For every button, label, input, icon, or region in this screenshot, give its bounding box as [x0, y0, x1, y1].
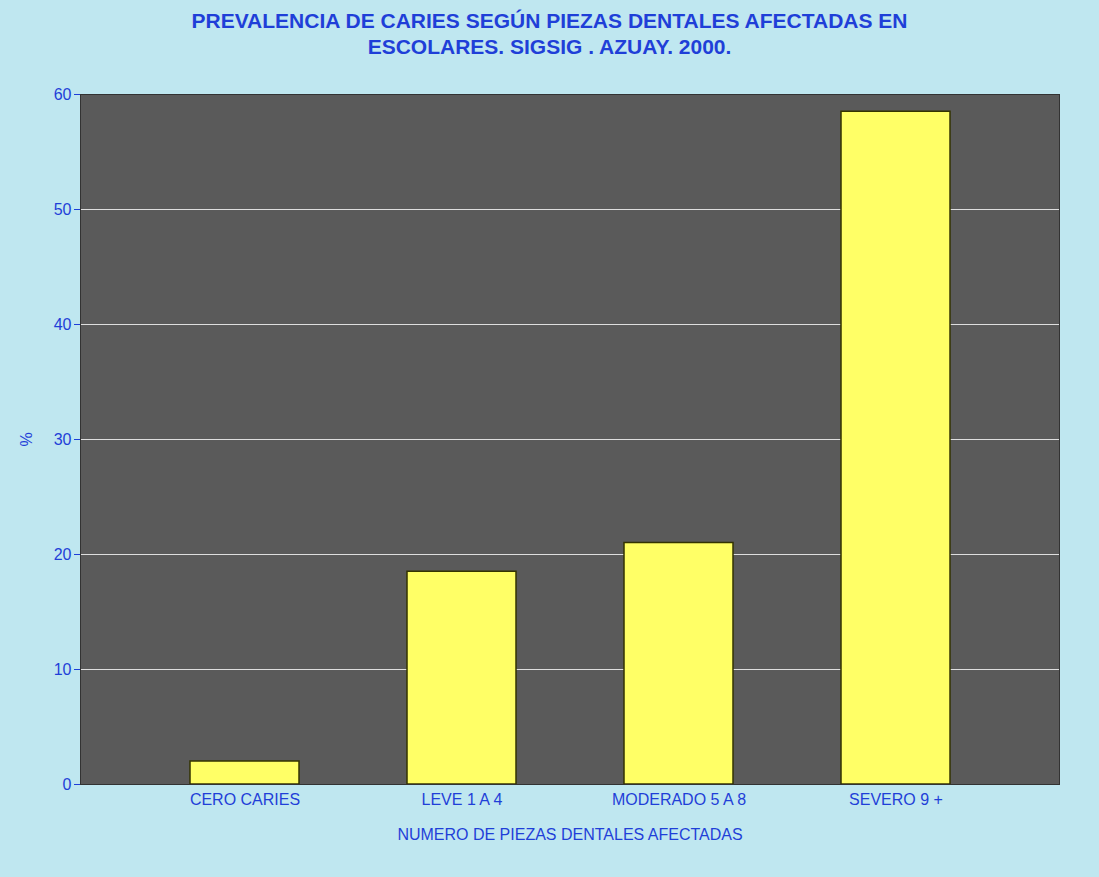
svg-text:NUMERO DE PIEZAS DENTALES AFEC: NUMERO DE PIEZAS DENTALES AFECTADAS — [397, 826, 742, 843]
svg-text:20: 20 — [54, 546, 72, 563]
svg-text:60: 60 — [54, 86, 72, 103]
html-text:PREVALENCIA DE CARIES SEGÚN PI: PREVALENCIA DE CARIES SEGÚN PIEZAS DENTA… — [191, 9, 908, 58]
svg-text:MODERADO 5 A 8: MODERADO 5 A 8 — [612, 791, 746, 808]
svg-text:LEVE 1 A 4: LEVE 1 A 4 — [422, 791, 503, 808]
svg-text:CERO CARIES: CERO CARIES — [190, 791, 300, 808]
svg-text:40: 40 — [54, 316, 72, 333]
svg-text:10: 10 — [54, 661, 72, 678]
svg-text:0: 0 — [63, 776, 72, 793]
svg-text:30: 30 — [54, 431, 72, 448]
svg-text:SEVERO 9 +: SEVERO 9 + — [849, 791, 943, 808]
svg-text:%: % — [18, 432, 35, 446]
svg-text:50: 50 — [54, 201, 72, 218]
